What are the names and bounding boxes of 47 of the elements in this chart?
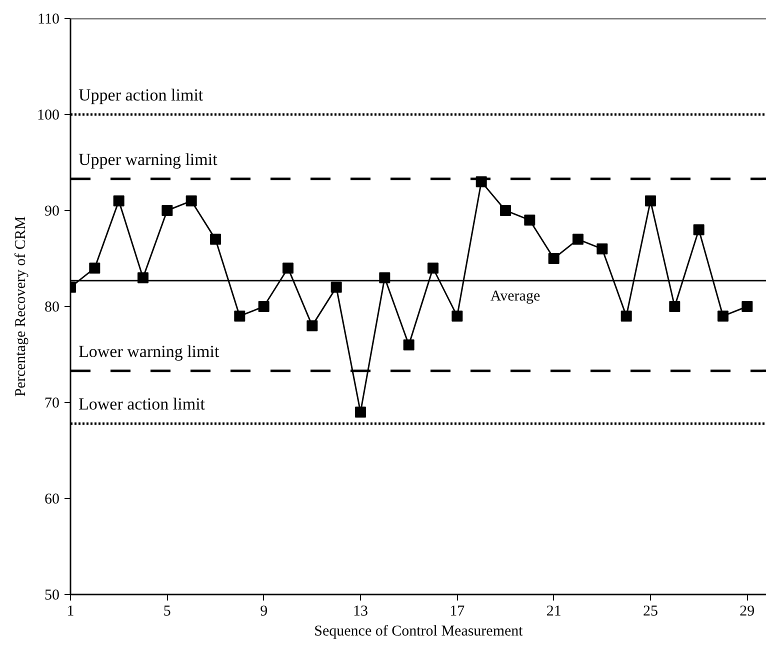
point (620, 310, 632, 322)
y-tick-label: 100 (37, 108, 60, 124)
x-axis-title: Sequence of Control Measurement (314, 624, 524, 640)
point (330, 282, 342, 293)
ref-line-label: Average (490, 288, 540, 305)
x-tick-label: 17 (450, 604, 466, 620)
point (403, 339, 414, 350)
ref-line-label: Lower action limit (78, 394, 206, 414)
point (524, 214, 536, 226)
y-tick-label: 110 (38, 12, 60, 28)
x-tick-label: 1 (66, 604, 74, 620)
point (113, 195, 124, 206)
point (669, 301, 680, 312)
y-axis-title: Percentage Recovery of CRM (13, 216, 29, 397)
point (500, 205, 511, 216)
point (718, 310, 728, 322)
point (186, 195, 197, 206)
point (282, 262, 294, 274)
point (162, 205, 173, 216)
point (428, 262, 438, 274)
ref-line-label: Upper action limit (78, 86, 204, 104)
point (452, 310, 463, 322)
point (306, 320, 318, 332)
point (693, 224, 704, 236)
x-tick-label: 21 (546, 604, 562, 620)
x-tick-label: 29 (740, 604, 755, 620)
point (210, 234, 221, 245)
point (258, 301, 270, 312)
y-tick-label: 50 (44, 588, 60, 604)
point (89, 262, 100, 274)
point (234, 310, 246, 322)
point (548, 253, 560, 264)
y-tick-label: 60 (44, 492, 60, 508)
ref-line-label: Lower warning limit (78, 342, 220, 361)
point (596, 243, 608, 254)
ref-line-label: Upper warning limit (78, 150, 218, 169)
y-tick-label: 70 (44, 396, 60, 412)
x-tick-label: 25 (643, 604, 658, 620)
y-tick-label: 90 (44, 204, 60, 220)
x-tick-label: 9 (260, 604, 268, 620)
x-tick-label: 5 (163, 604, 171, 620)
point (572, 234, 584, 245)
point (355, 406, 366, 418)
x-tick-label: 13 (353, 604, 368, 620)
y-tick-label: 80 (44, 300, 60, 316)
point (645, 195, 656, 206)
point (742, 301, 753, 312)
